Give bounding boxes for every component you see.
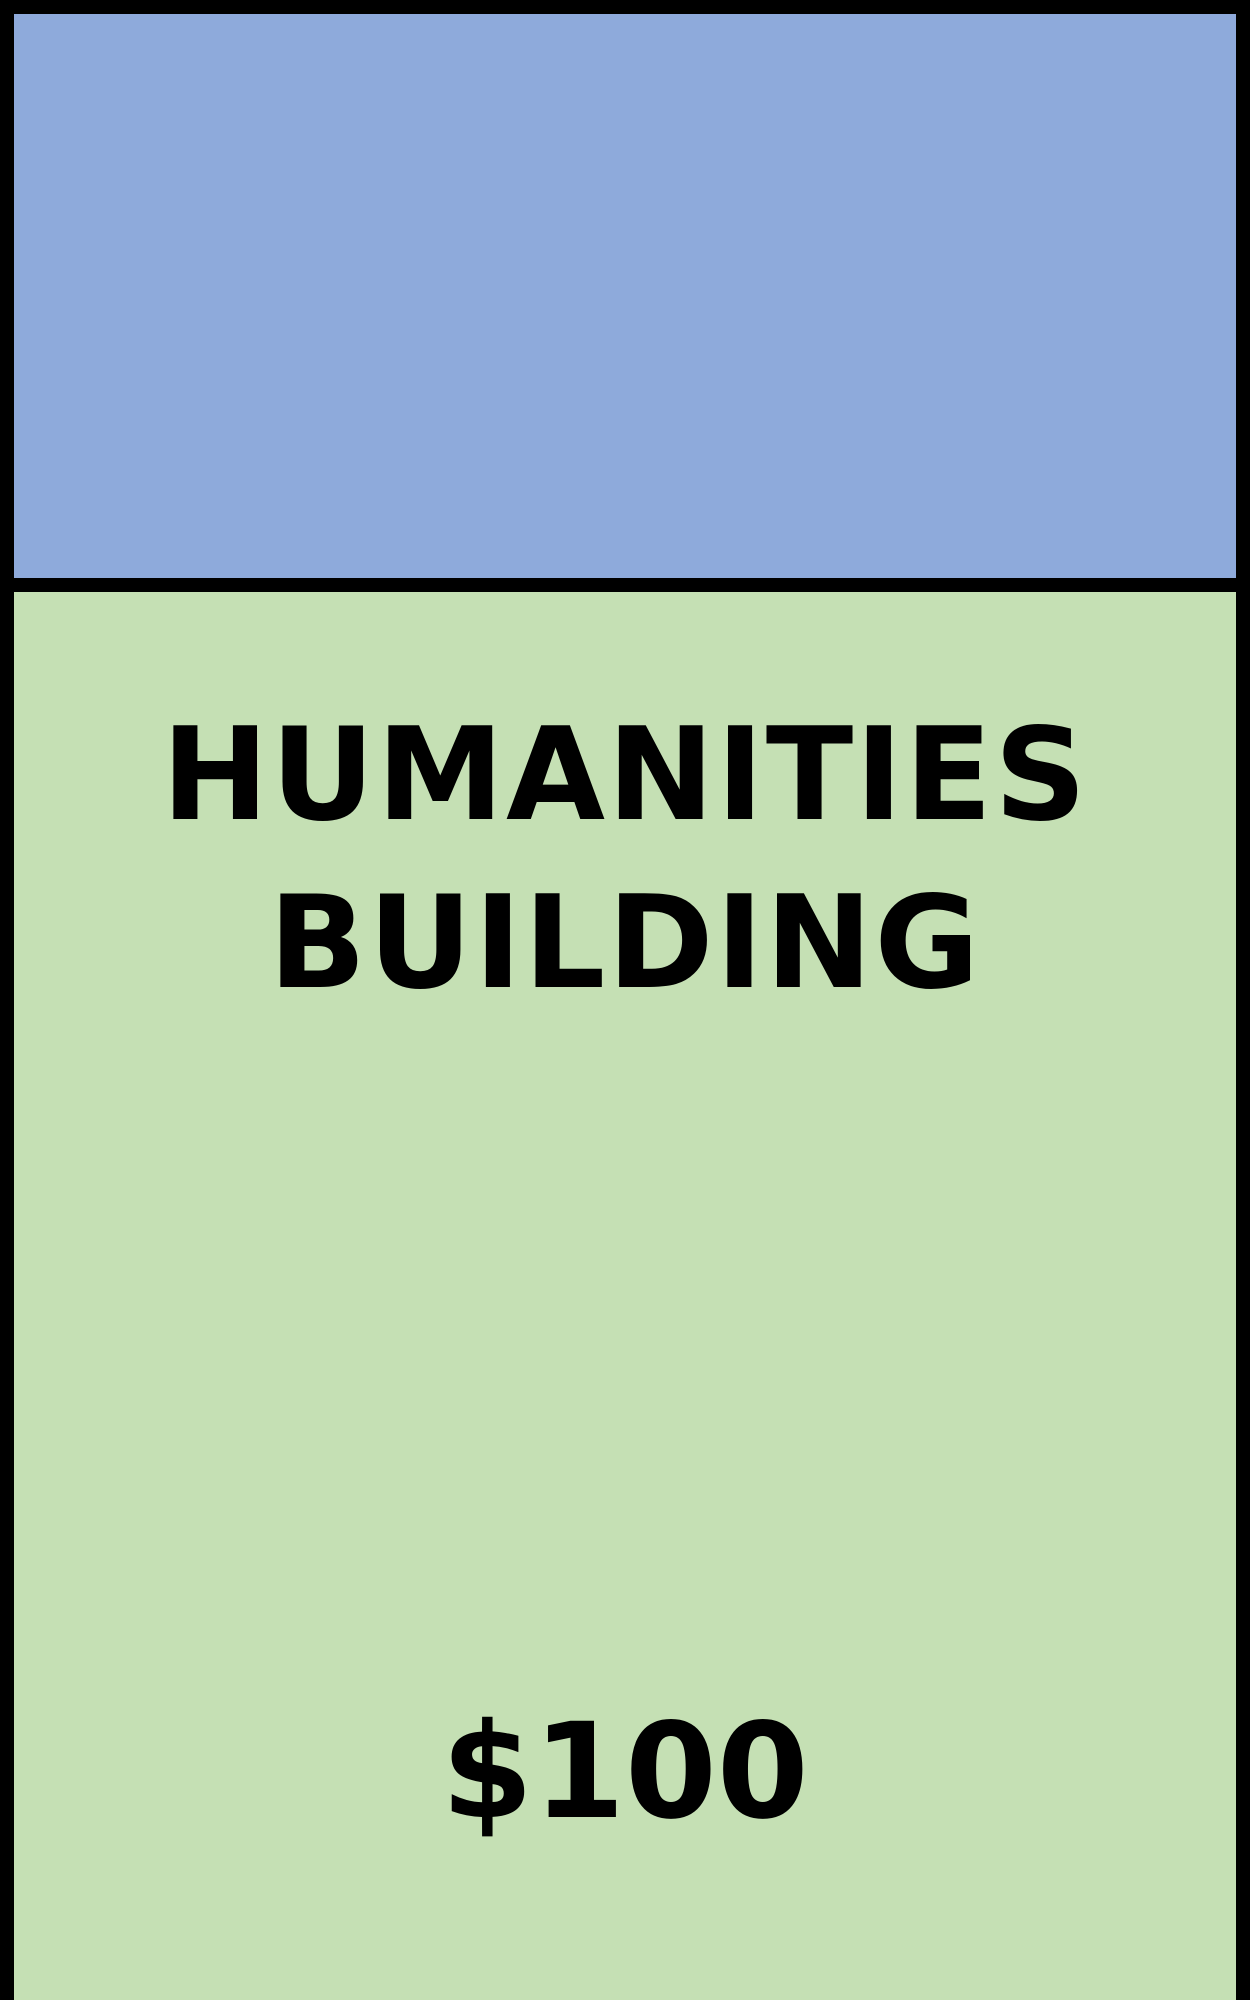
property-title-line-2: BUILDING: [268, 869, 982, 1018]
color-band: [14, 14, 1236, 578]
band-divider: [14, 578, 1236, 592]
property-title: HUMANITIES BUILDING: [14, 692, 1236, 1028]
card-body: HUMANITIES BUILDING $100: [14, 592, 1236, 2000]
property-title-line-1: HUMANITIES: [161, 701, 1089, 850]
property-price: $100: [441, 1695, 809, 1849]
